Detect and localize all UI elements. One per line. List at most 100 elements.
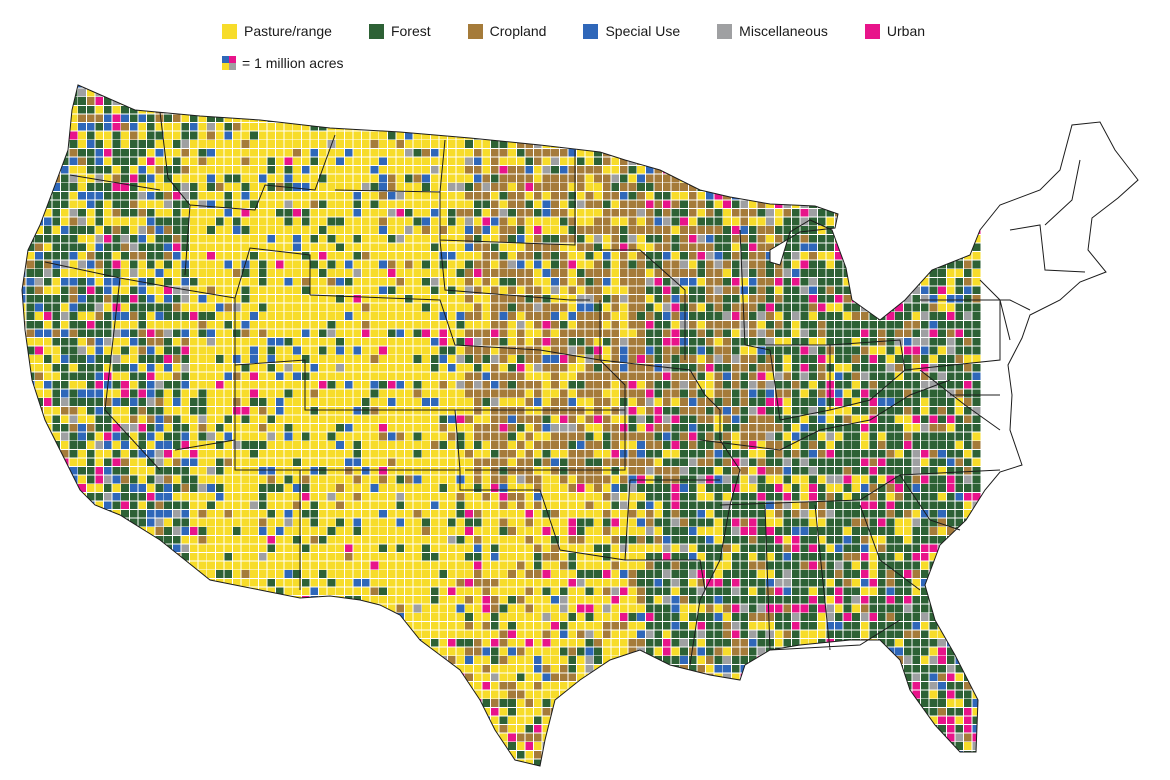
land-use-cell-pasture xyxy=(319,114,327,123)
land-use-cell-forest xyxy=(69,398,78,406)
land-use-cell-pasture xyxy=(843,97,852,105)
land-use-cell-forest xyxy=(422,183,430,191)
land-use-cell-pasture xyxy=(301,234,310,243)
land-use-cell-cropland xyxy=(774,157,783,166)
land-use-cell-forest xyxy=(301,432,310,441)
land-use-cell-urban xyxy=(766,303,774,312)
land-use-cell-pasture xyxy=(198,140,207,148)
land-use-cell-pasture xyxy=(628,105,637,114)
land-use-cell-pasture xyxy=(370,105,379,114)
land-use-cell-cropland xyxy=(620,140,628,148)
land-use-cell-pasture xyxy=(602,389,611,398)
land-use-cell-cropland xyxy=(860,174,869,183)
land-use-cell-forest xyxy=(731,398,740,406)
land-use-cell-pasture xyxy=(491,277,499,286)
land-use-cell-special xyxy=(534,260,542,269)
land-use-cell-pasture xyxy=(344,415,353,424)
land-use-cell-forest xyxy=(671,432,680,441)
land-use-cell-cropland xyxy=(800,234,809,243)
land-use-cell-pasture xyxy=(138,123,147,131)
land-use-cell-pasture xyxy=(620,97,628,105)
land-use-cell-special xyxy=(138,286,147,295)
land-use-cell-forest xyxy=(577,381,585,389)
land-use-cell-pasture xyxy=(405,252,413,260)
land-use-cell-pasture xyxy=(327,372,336,381)
land-use-cell-forest xyxy=(233,174,241,183)
land-use-cell-pasture xyxy=(439,286,448,295)
land-use-cell-forest xyxy=(654,260,663,269)
land-use-cell-cropland xyxy=(602,312,611,320)
land-use-cell-cropland xyxy=(473,346,482,355)
land-use-cell-pasture xyxy=(310,174,319,183)
land-use-cell-pasture xyxy=(516,432,525,441)
land-use-cell-pasture xyxy=(241,346,250,355)
land-use-cell-pasture xyxy=(499,88,508,97)
land-use-cell-urban xyxy=(860,329,869,338)
land-use-cell-forest xyxy=(921,183,929,191)
land-use-cell-pasture xyxy=(671,226,680,234)
land-use-cell-cropland xyxy=(860,286,869,295)
land-use-cell-pasture xyxy=(585,209,594,217)
land-use-cell-urban xyxy=(964,381,972,389)
land-use-cell-forest xyxy=(198,85,207,88)
land-use-cell-pasture xyxy=(241,243,250,252)
land-use-cell-pasture xyxy=(422,123,430,131)
land-use-cell-pasture xyxy=(448,157,456,166)
land-use-cell-pasture xyxy=(456,166,465,174)
land-use-cell-pasture xyxy=(430,329,439,338)
land-use-cell-special xyxy=(78,432,86,441)
land-use-cell-forest xyxy=(250,449,258,458)
land-use-cell-cropland xyxy=(706,269,714,277)
land-use-cell-pasture xyxy=(276,200,284,209)
land-use-cell-forest xyxy=(903,166,912,174)
land-use-cell-cropland xyxy=(706,286,714,295)
land-use-cell-pasture xyxy=(215,338,224,346)
land-use-cell-pasture xyxy=(112,389,121,398)
land-use-cell-cropland xyxy=(680,234,688,243)
land-use-cell-forest xyxy=(654,209,663,217)
land-use-cell-pasture xyxy=(155,432,164,441)
land-use-cell-forest xyxy=(198,406,207,415)
land-use-cell-forest xyxy=(921,131,929,140)
land-use-cell-cropland xyxy=(499,320,508,329)
land-use-cell-forest xyxy=(774,432,783,441)
land-use-cell-pasture xyxy=(534,432,542,441)
land-use-cell-forest xyxy=(972,166,981,174)
land-use-cell-cropland xyxy=(637,148,645,157)
land-use-cell-cropland xyxy=(860,105,869,114)
land-use-cell-special xyxy=(276,105,284,114)
land-use-cell-misc xyxy=(78,260,86,269)
land-use-cell-forest xyxy=(22,191,26,200)
land-use-cell-forest xyxy=(817,105,826,114)
land-use-cell-forest xyxy=(35,432,43,441)
land-use-cell-pasture xyxy=(310,131,319,140)
land-use-cell-pasture xyxy=(499,243,508,252)
land-use-cell-pasture xyxy=(817,85,826,88)
land-use-cell-special xyxy=(740,286,749,295)
land-use-cell-misc xyxy=(69,415,78,424)
land-use-cell-pasture xyxy=(190,200,198,209)
land-use-cell-special xyxy=(181,329,190,338)
land-use-cell-pasture xyxy=(104,200,112,209)
land-use-cell-forest xyxy=(723,424,731,432)
land-use-cell-cropland xyxy=(774,174,783,183)
land-use-cell-pasture xyxy=(370,88,379,97)
land-use-cell-forest xyxy=(706,346,714,355)
land-use-cell-cropland xyxy=(585,338,594,346)
land-use-cell-forest xyxy=(972,424,981,432)
land-use-cell-misc xyxy=(284,200,293,209)
land-use-cell-cropland xyxy=(749,415,757,424)
land-use-cell-pasture xyxy=(336,355,344,363)
land-use-cell-pasture xyxy=(138,157,147,166)
land-use-cell-forest xyxy=(869,105,878,114)
land-use-cell-cropland xyxy=(757,415,766,424)
land-use-cell-cropland xyxy=(534,183,542,191)
land-use-cell-cropland xyxy=(559,346,568,355)
land-use-cell-cropland xyxy=(766,329,774,338)
land-use-cell-forest xyxy=(972,320,981,329)
land-use-cell-forest xyxy=(826,97,835,105)
land-use-cell-special xyxy=(637,441,645,449)
land-use-cell-forest xyxy=(800,303,809,312)
land-use-cell-pasture xyxy=(585,174,594,183)
land-use-cell-forest xyxy=(792,131,800,140)
